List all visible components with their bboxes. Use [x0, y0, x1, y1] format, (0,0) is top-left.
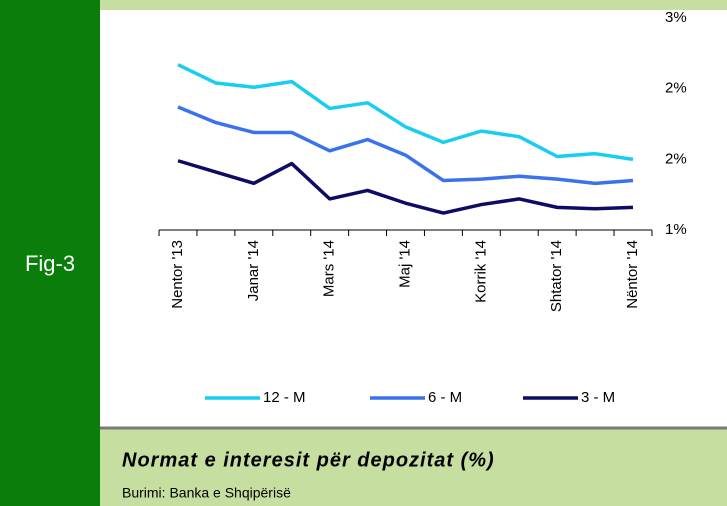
y-tick-label: 1% — [665, 221, 687, 238]
chart-area — [100, 10, 727, 428]
series-line — [177, 159, 634, 215]
x-tick-label: Maj '14 — [396, 240, 413, 288]
y-tick-label: 2% — [665, 150, 687, 167]
y-tick-label: 2% — [665, 80, 687, 97]
x-tick-label: Janar '14 — [245, 240, 262, 301]
figure-label: Fig-3 — [25, 251, 75, 276]
caption: Normat e interesit për depozitat (%) — [122, 449, 495, 471]
source: Burimi: Banka e Shqipërisë — [122, 485, 291, 501]
legend-label: 3 - M — [581, 389, 615, 406]
x-tick-label: Korrik '14 — [472, 240, 489, 303]
x-tick-label: Shtator '14 — [548, 240, 565, 312]
series-line — [177, 105, 634, 186]
series-line — [177, 63, 634, 162]
x-tick-label: Mars '14 — [321, 240, 338, 297]
x-tick-label: Nentor '13 — [169, 240, 186, 309]
x-tick-label: Nëntor '14 — [624, 240, 641, 309]
legend-label: 6 - M — [428, 389, 462, 406]
legend-label: 12 - M — [263, 389, 306, 406]
y-tick-label: 3% — [665, 9, 687, 26]
side-bar — [0, 0, 100, 506]
